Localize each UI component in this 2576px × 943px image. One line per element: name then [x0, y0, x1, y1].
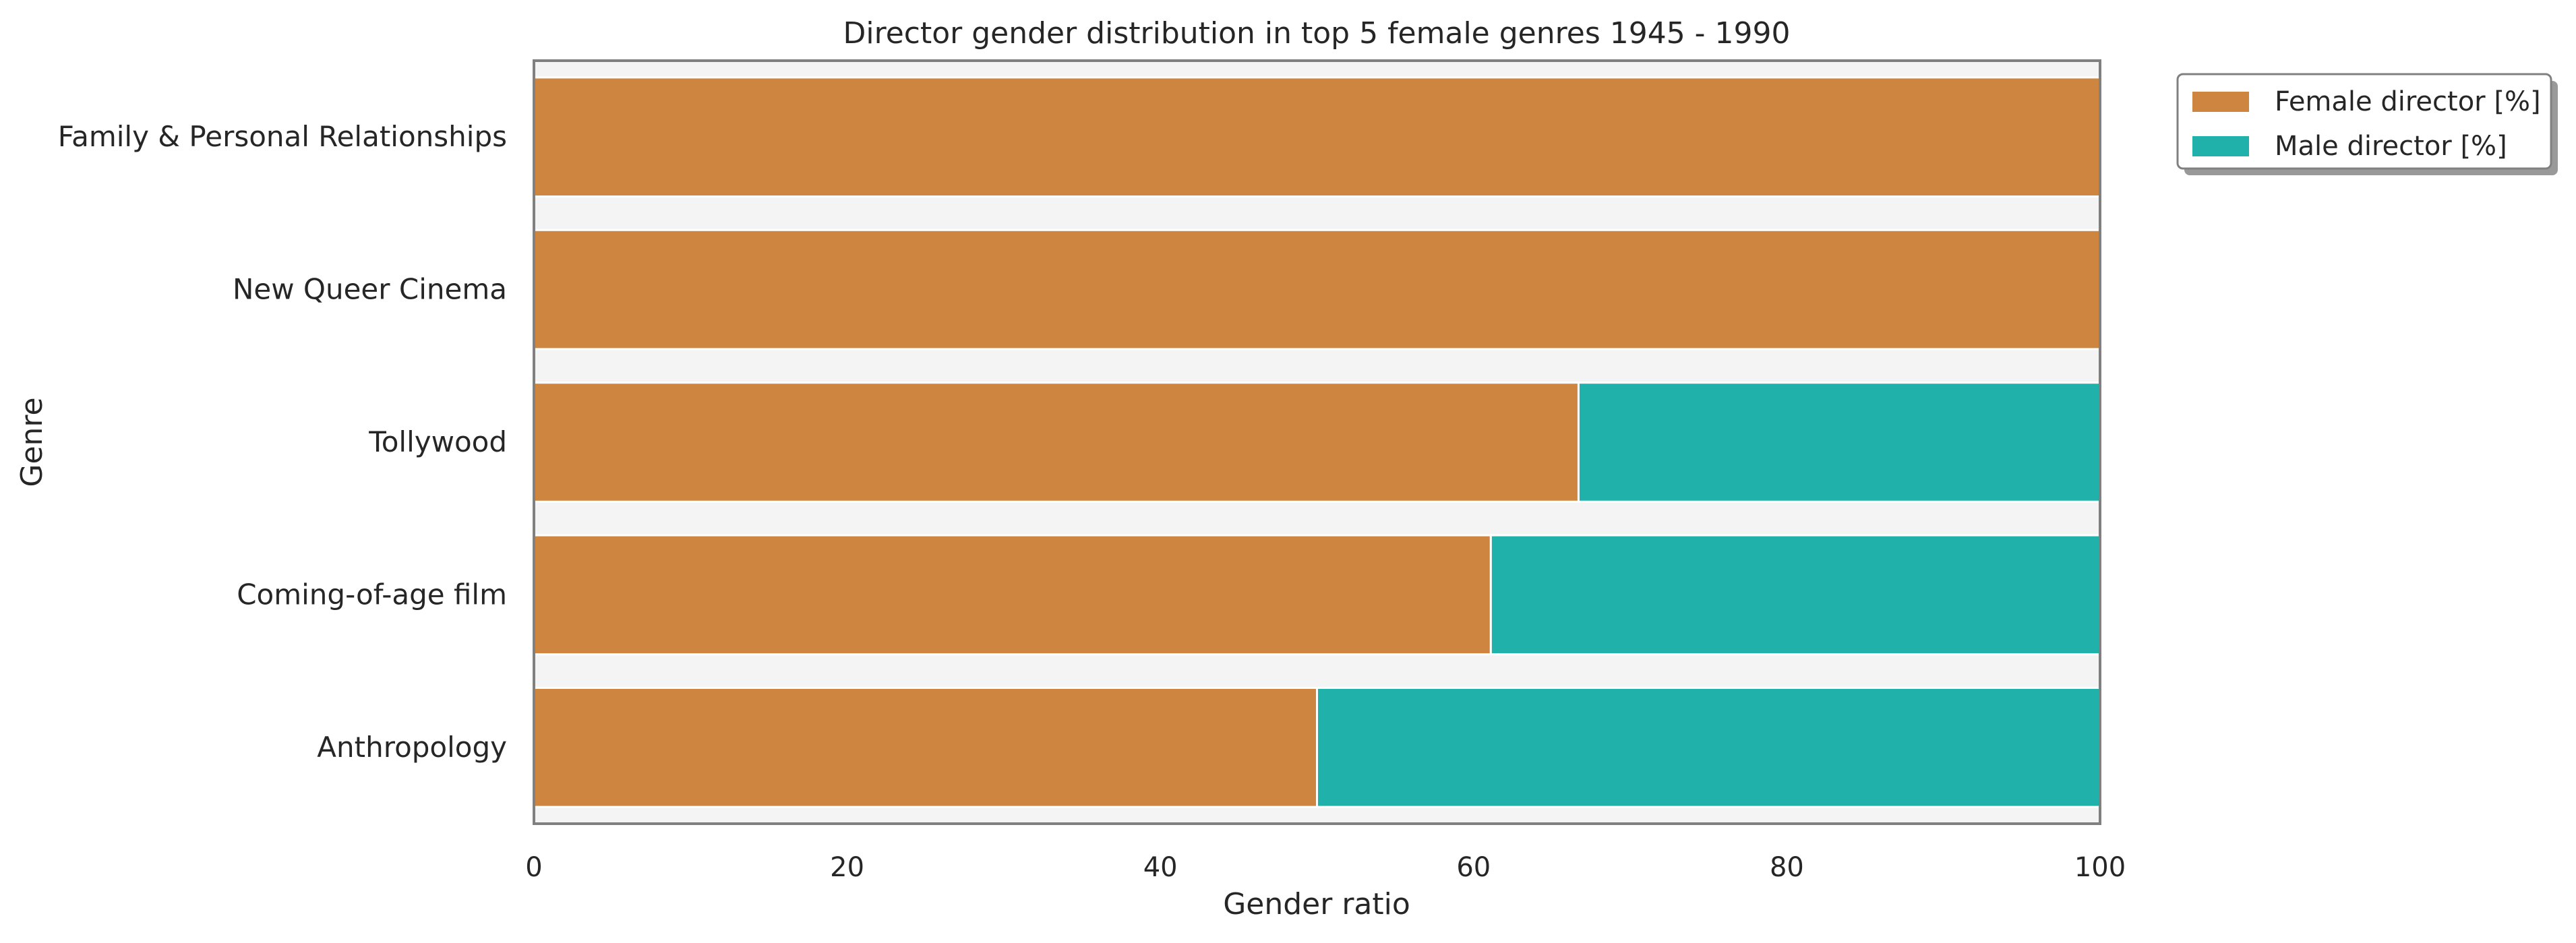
- y-tick-label-coming-of-age-film: Coming-of-age film: [237, 578, 507, 611]
- plot-frame: [533, 59, 2101, 825]
- y-axis-label: Genre: [15, 397, 49, 487]
- x-tick-label-60: 60: [1456, 852, 1491, 883]
- bar-anthropology-male: [1316, 687, 2101, 808]
- legend-label-male: Male director [%]: [2275, 131, 2507, 162]
- chart-title: Director gender distribution in top 5 fe…: [843, 16, 1790, 51]
- y-tick-labels: Family & Personal Relationships New Queer…: [58, 120, 507, 764]
- legend: Female director [%] Male director [%]: [2176, 73, 2558, 175]
- bar-coming-of-age-film-female: [533, 534, 1492, 656]
- legend-box: [2176, 73, 2552, 170]
- bar-coming-of-age-film-male: [1489, 534, 2101, 656]
- x-tick-label-0: 0: [525, 852, 542, 883]
- x-axis-label: Gender ratio: [1223, 887, 1410, 921]
- x-tick-label-100: 100: [2074, 852, 2126, 883]
- x-tick-label-80: 80: [1770, 852, 1804, 883]
- x-tick-label-40: 40: [1143, 852, 1178, 883]
- bar-tollywood-female: [533, 382, 1580, 503]
- bar-anthropology-female: [533, 687, 1318, 808]
- bar-new-queer-cinema-female: [533, 229, 2101, 351]
- y-tick-label-family-personal-relationships: Family & Personal Relationships: [58, 120, 507, 153]
- legend-label-female: Female director [%]: [2275, 86, 2541, 117]
- bar-family-personal-relationships-female: [533, 76, 2101, 197]
- y-tick-label-tollywood: Tollywood: [368, 425, 507, 458]
- legend-swatch-female: [2192, 92, 2249, 112]
- x-tick-labels: 0 20 40 60 80 100: [525, 852, 2126, 883]
- legend-swatch-male: [2192, 136, 2249, 156]
- x-tick-label-20: 20: [830, 852, 864, 883]
- y-tick-label-new-queer-cinema: New Queer Cinema: [233, 273, 507, 306]
- y-tick-label-anthropology: Anthropology: [317, 731, 507, 764]
- bar-tollywood-male: [1577, 382, 2101, 503]
- bars-group: [533, 76, 2101, 808]
